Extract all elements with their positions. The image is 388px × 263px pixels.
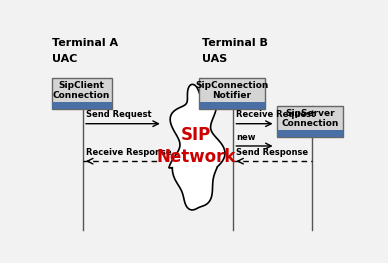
Polygon shape <box>169 84 225 210</box>
Text: Terminal A: Terminal A <box>52 38 118 48</box>
Text: Network: Network <box>156 148 236 166</box>
Text: Send Request: Send Request <box>86 110 152 119</box>
FancyBboxPatch shape <box>199 78 265 109</box>
Text: UAS: UAS <box>202 54 227 64</box>
Text: UAC: UAC <box>52 54 77 64</box>
Text: SipServer
Connection: SipServer Connection <box>281 109 339 128</box>
FancyBboxPatch shape <box>199 102 265 109</box>
Text: Receive Request: Receive Request <box>236 110 315 119</box>
Text: Send Response: Send Response <box>236 148 308 157</box>
Text: SipClient
Connection: SipClient Connection <box>53 80 110 100</box>
Text: Terminal B: Terminal B <box>202 38 268 48</box>
FancyBboxPatch shape <box>277 130 343 137</box>
Text: SIP: SIP <box>181 126 211 144</box>
FancyBboxPatch shape <box>52 78 112 109</box>
Text: Receive Response: Receive Response <box>86 148 172 157</box>
Text: new: new <box>236 133 256 141</box>
FancyBboxPatch shape <box>52 102 112 109</box>
Text: SipConnection
Notifier: SipConnection Notifier <box>195 80 268 100</box>
FancyBboxPatch shape <box>277 107 343 137</box>
